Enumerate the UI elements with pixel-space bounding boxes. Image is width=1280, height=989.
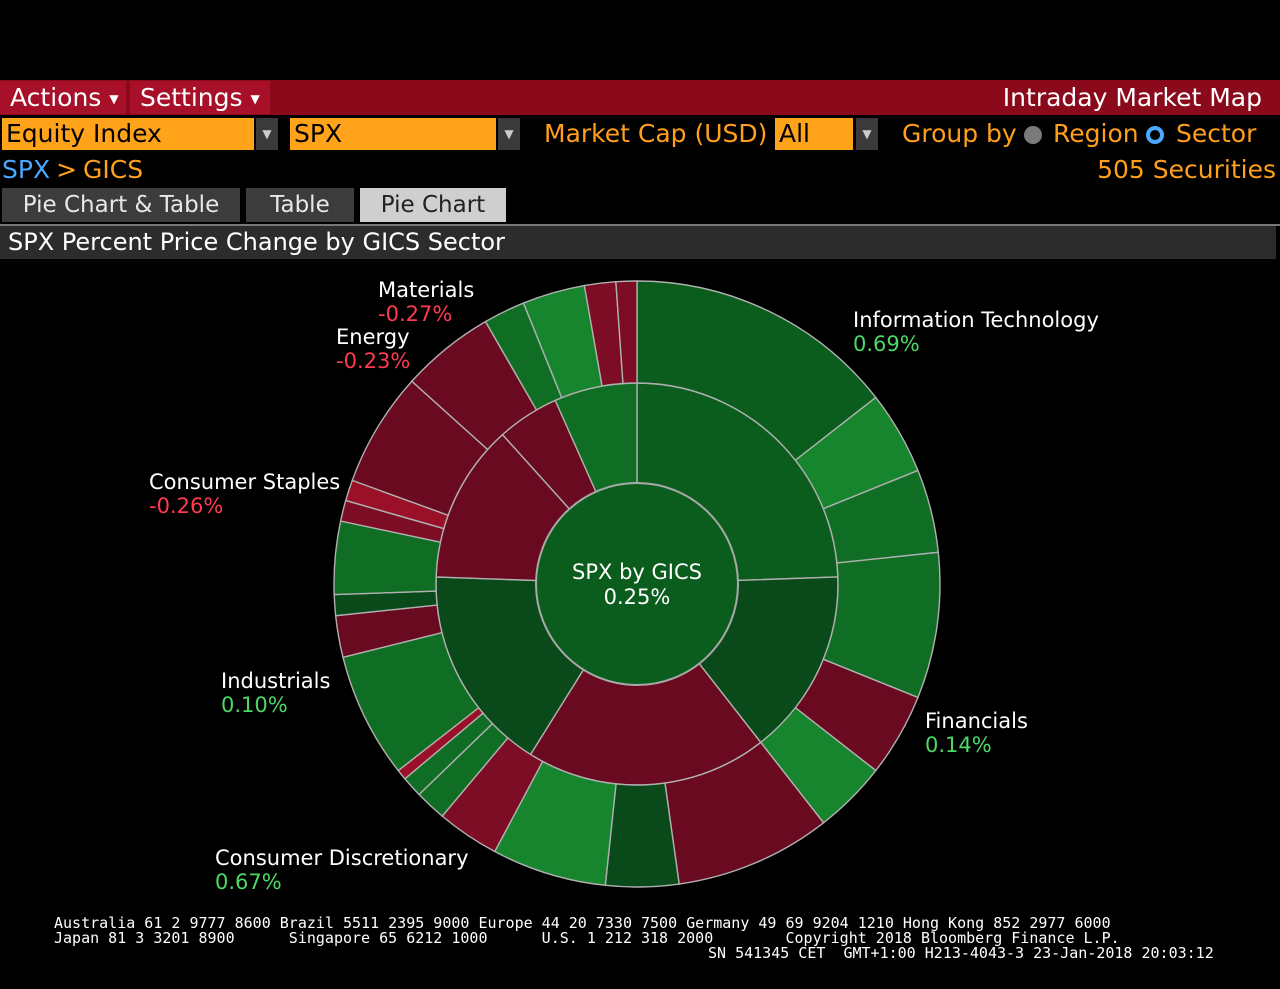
caret-down-icon: ▼ (109, 91, 119, 106)
securities-count: 505 Securities (1097, 155, 1276, 184)
sector-change-industrials: 0.10% (221, 693, 288, 717)
app-title: Intraday Market Map (1002, 83, 1262, 112)
asset-type-dropdown-icon[interactable]: ▼ (256, 118, 278, 150)
market-cap-dropdown-icon[interactable]: ▼ (856, 118, 878, 150)
center-value: 0.25% (604, 585, 671, 609)
filter-row: Equity Index ▼ SPX ▼ Market Cap (USD) Al… (0, 117, 1280, 151)
breadcrumb: SPX > GICS (2, 154, 143, 186)
footer-contacts-line2: Japan 81 3 3201 8900 Singapore 65 6212 1… (54, 929, 1120, 947)
radio-sector[interactable] (1146, 126, 1164, 144)
sector-change-energy: -0.23% (336, 349, 410, 373)
sector-label-energy: Energy (336, 325, 410, 349)
sector-label-materials: Materials (378, 278, 474, 302)
chart-center[interactable] (535, 482, 739, 686)
tab-table[interactable]: Table (246, 188, 354, 222)
sector-label-consumer-staples: Consumer Staples (149, 470, 340, 494)
sector-change-consumer-staples: -0.26% (149, 494, 223, 518)
group-by-label: Group by (902, 119, 1017, 148)
breadcrumb-separator: > (56, 155, 78, 184)
actions-menu-button[interactable]: Actions ▼ (0, 81, 126, 114)
breadcrumb-leaf: GICS (83, 155, 144, 184)
index-dropdown-icon[interactable]: ▼ (498, 118, 520, 150)
sector-change-consumer-discretionary: 0.67% (215, 870, 282, 894)
sector-label-information-technology: Information Technology (853, 308, 1099, 332)
sunburst-rings (333, 280, 941, 888)
outer-ring-segment[interactable] (615, 280, 638, 385)
panel-title: SPX Percent Price Change by GICS Sector (0, 226, 1276, 259)
settings-menu-button[interactable]: Settings ▼ (130, 81, 270, 114)
center-title: SPX by GICS (572, 560, 702, 584)
sector-label-consumer-discretionary: Consumer Discretionary (215, 846, 469, 870)
index-select[interactable]: SPX (290, 118, 496, 150)
sector-change-information-technology: 0.69% (853, 332, 920, 356)
actions-menu-label: Actions (10, 83, 102, 112)
view-tabs: Pie Chart & Table Table Pie Chart (0, 188, 1280, 226)
settings-menu-label: Settings (140, 83, 243, 112)
menu-bar: Actions ▼ Settings ▼ Intraday Market Map (0, 80, 1280, 115)
sector-change-financials: 0.14% (925, 733, 992, 757)
footer-session-info: SN 541345 CET GMT+1:00 H213-4043-3 23-Ja… (708, 944, 1214, 962)
sector-label-financials: Financials (925, 709, 1028, 733)
footer-contacts-line1: Australia 61 2 9777 8600 Brazil 5511 239… (54, 914, 1111, 932)
breadcrumb-root[interactable]: SPX (2, 155, 51, 184)
radio-region[interactable] (1024, 126, 1042, 144)
sector-change-materials: -0.27% (378, 302, 452, 326)
tab-pie-chart-table[interactable]: Pie Chart & Table (2, 188, 240, 222)
market-cap-select[interactable]: All (775, 118, 853, 150)
asset-type-select[interactable]: Equity Index (2, 118, 254, 150)
caret-down-icon: ▼ (250, 91, 260, 106)
market-cap-label: Market Cap (USD) (544, 119, 768, 148)
tab-pie-chart[interactable]: Pie Chart (360, 188, 506, 222)
group-option-sector[interactable]: Sector (1176, 119, 1257, 148)
group-option-region[interactable]: Region (1053, 119, 1139, 148)
sector-label-industrials: Industrials (221, 669, 330, 693)
